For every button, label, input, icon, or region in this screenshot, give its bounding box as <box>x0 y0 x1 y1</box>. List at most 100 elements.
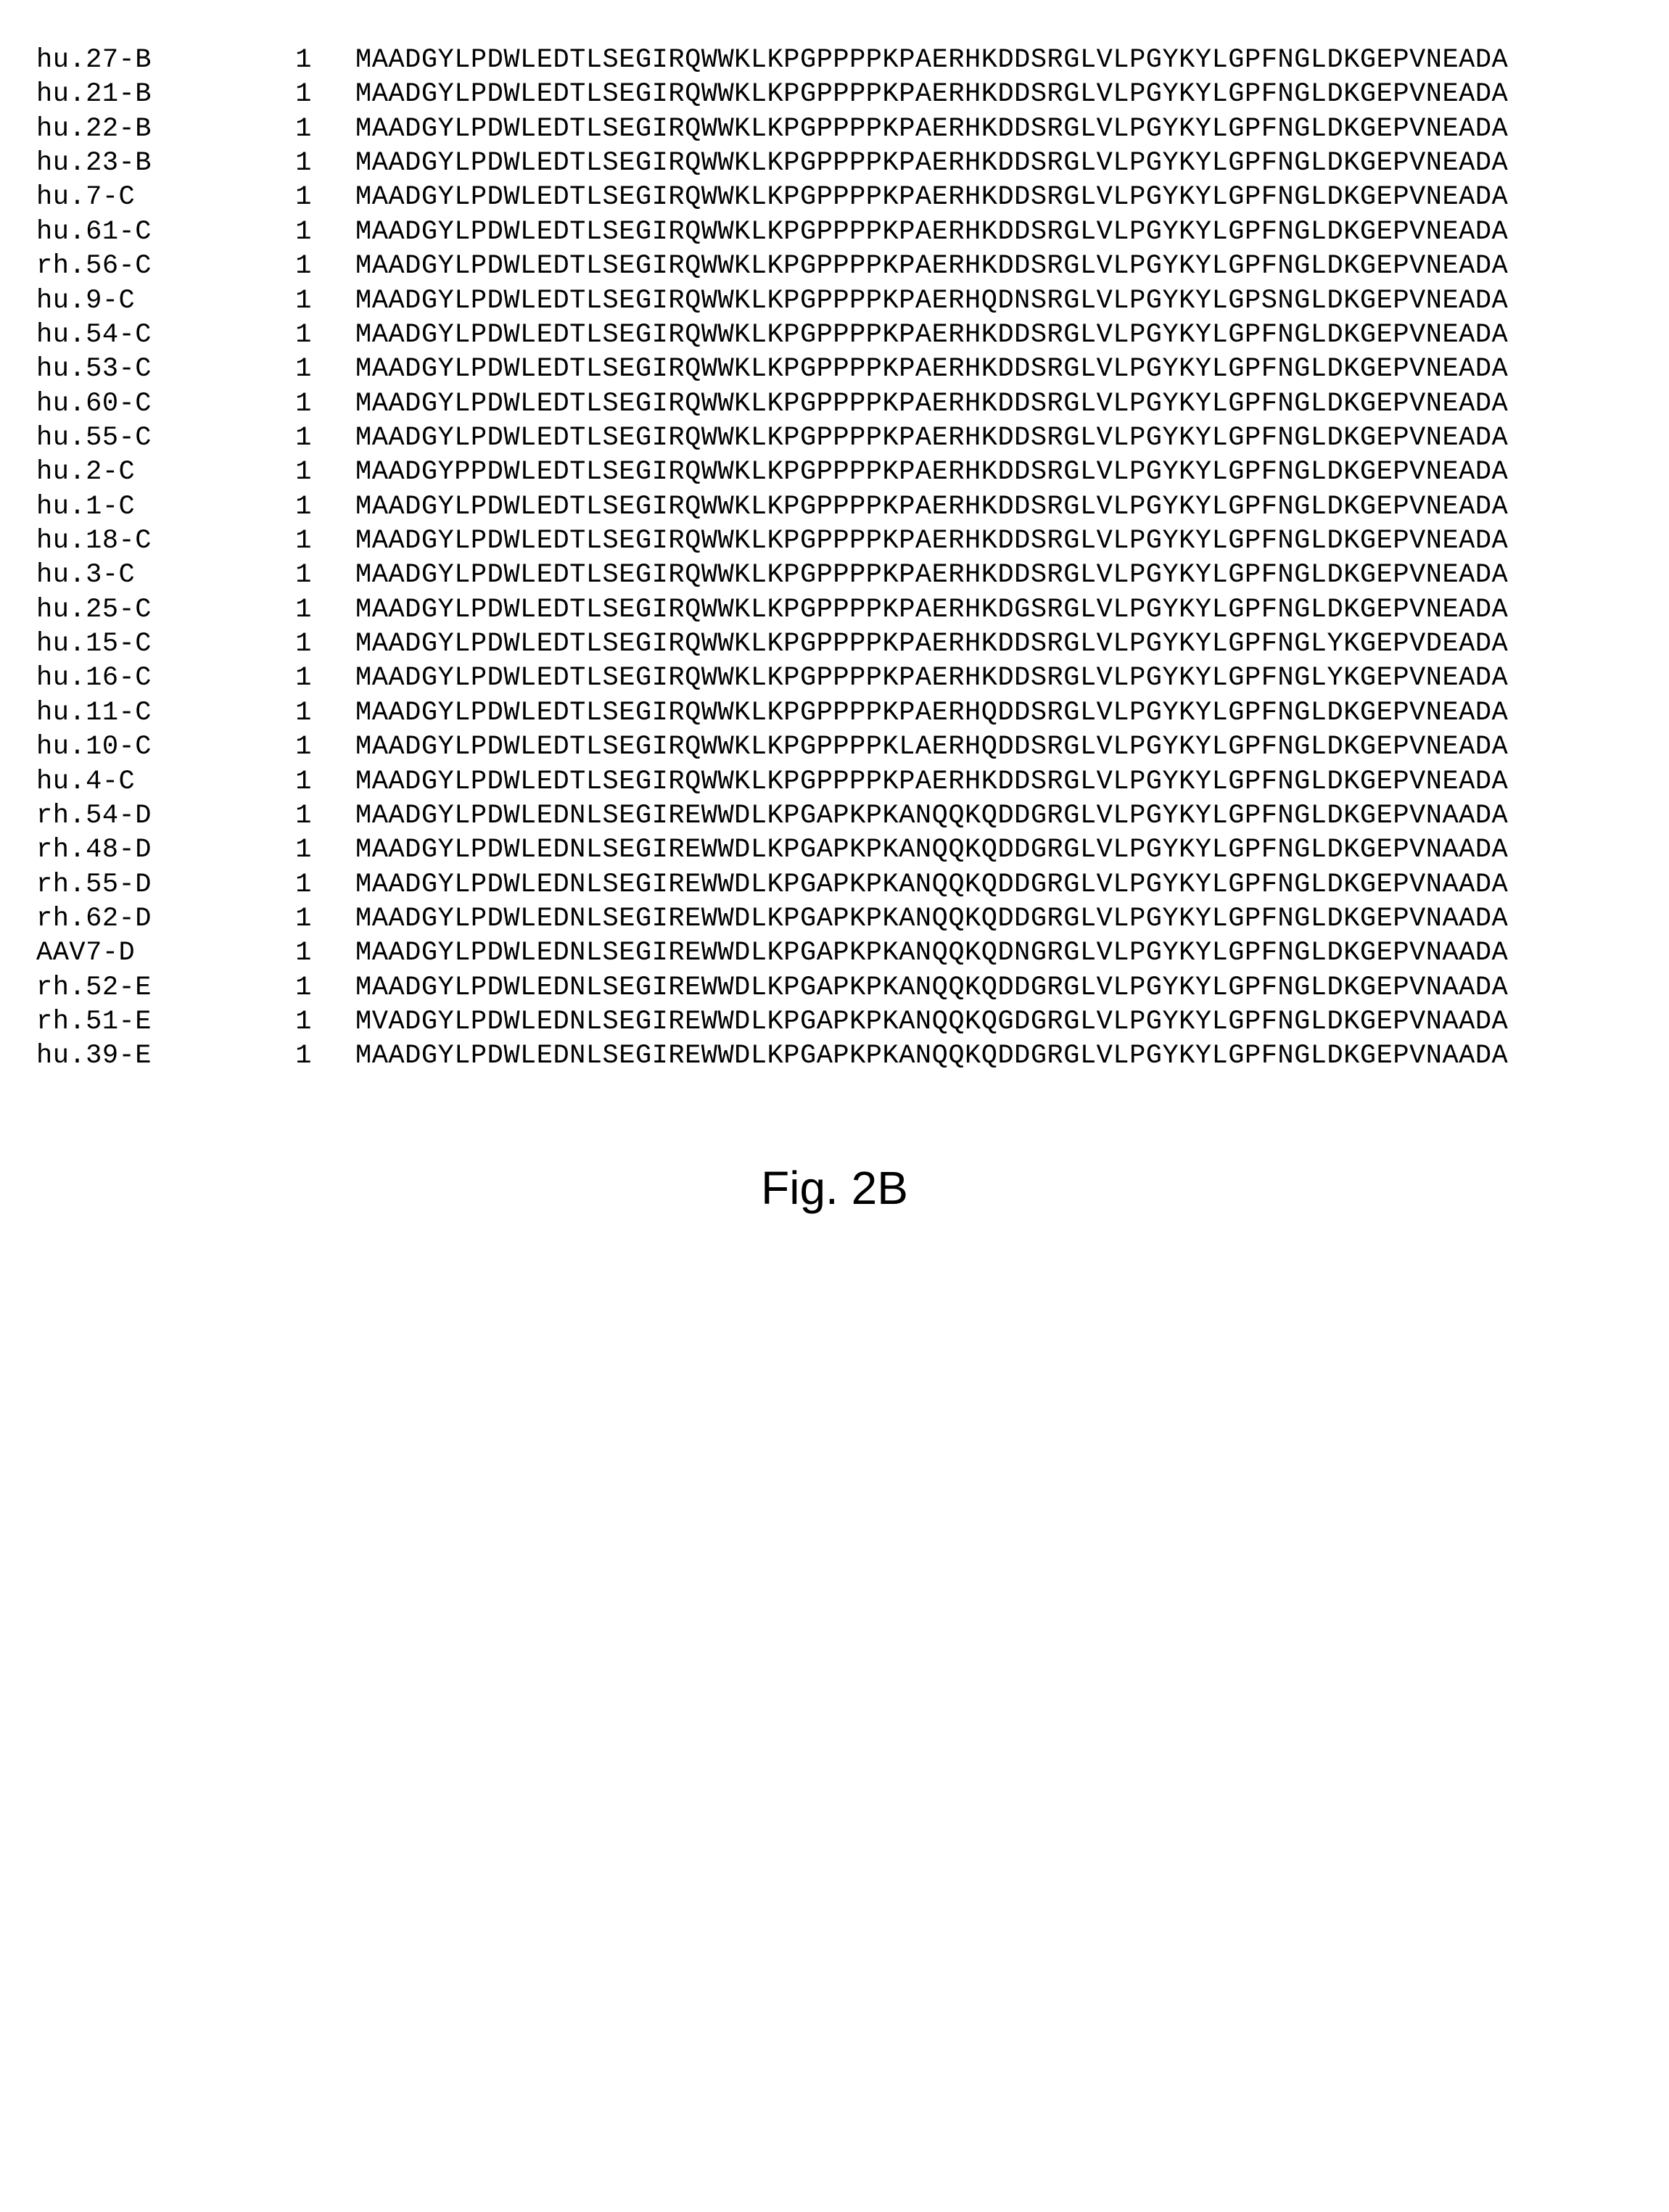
alignment-row: hu.16-C1MAADGYLPDWLEDTLSEGIRQWWKLKPGPPPP… <box>36 661 1633 696</box>
alignment-row: hu.25-C1MAADGYLPDWLEDTLSEGIRQWWKLKPGPPPP… <box>36 593 1633 627</box>
alignment-row: hu.10-C1MAADGYLPDWLEDTLSEGIRQWWKLKPGPPPP… <box>36 730 1633 764</box>
sequence-residues: MAADGYLPDWLEDTLSEGIRQWWKLKPGPPPPKPAERHKD… <box>355 146 1508 181</box>
sequence-residues: MAADGYLPDWLEDTLSEGIRQWWKLKPGPPPPKPAERHKD… <box>355 78 1508 112</box>
sequence-label: hu.21-B <box>36 78 254 112</box>
sequence-residues: MAADGYLPDWLEDNLSEGIREWWDLKPGAPKPKANQQKQD… <box>355 833 1508 867</box>
alignment-row: hu.11-C1MAADGYLPDWLEDTLSEGIRQWWKLKPGPPPP… <box>36 696 1633 730</box>
alignment-row: hu.60-C1MAADGYLPDWLEDTLSEGIRQWWKLKPGPPPP… <box>36 387 1633 421</box>
alignment-row: hu.27-B1MAADGYLPDWLEDTLSEGIRQWWKLKPGPPPP… <box>36 44 1633 78</box>
sequence-label: hu.15-C <box>36 627 254 661</box>
sequence-label: hu.54-C <box>36 318 254 352</box>
sequence-start-number: 1 <box>254 146 355 181</box>
sequence-label: hu.53-C <box>36 352 254 387</box>
alignment-table: hu.27-B1MAADGYLPDWLEDTLSEGIRQWWKLKPGPPPP… <box>36 44 1633 1074</box>
sequence-label: hu.39-E <box>36 1039 254 1073</box>
sequence-label: hu.3-C <box>36 558 254 593</box>
sequence-label: hu.9-C <box>36 284 254 318</box>
sequence-label: hu.25-C <box>36 593 254 627</box>
alignment-row: rh.55-D1MAADGYLPDWLEDNLSEGIREWWDLKPGAPKP… <box>36 868 1633 902</box>
sequence-start-number: 1 <box>254 421 355 455</box>
alignment-row: hu.3-C1MAADGYLPDWLEDTLSEGIRQWWKLKPGPPPPK… <box>36 558 1633 593</box>
sequence-residues: MAADGYLPDWLEDNLSEGIREWWDLKPGAPKPKANQQKQD… <box>355 936 1508 970</box>
sequence-start-number: 1 <box>254 387 355 421</box>
sequence-label: rh.48-D <box>36 833 254 867</box>
alignment-row: hu.53-C1MAADGYLPDWLEDTLSEGIRQWWKLKPGPPPP… <box>36 352 1633 387</box>
sequence-start-number: 1 <box>254 284 355 318</box>
sequence-residues: MAADGYLPDWLEDTLSEGIRQWWKLKPGPPPPKPAERHKD… <box>355 181 1508 215</box>
sequence-start-number: 1 <box>254 112 355 146</box>
sequence-label: rh.62-D <box>36 902 254 936</box>
sequence-residues: MAADGYPPDWLEDTLSEGIRQWWKLKPGPPPPKPAERHKD… <box>355 455 1508 490</box>
sequence-start-number: 1 <box>254 696 355 730</box>
sequence-start-number: 1 <box>254 971 355 1005</box>
alignment-row: hu.18-C1MAADGYLPDWLEDTLSEGIRQWWKLKPGPPPP… <box>36 524 1633 558</box>
sequence-label: hu.55-C <box>36 421 254 455</box>
sequence-label: hu.27-B <box>36 44 254 78</box>
sequence-label: hu.22-B <box>36 112 254 146</box>
sequence-residues: MAADGYLPDWLEDTLSEGIRQWWKLKPGPPPPKPAERHKD… <box>355 249 1508 284</box>
alignment-row: hu.61-C1MAADGYLPDWLEDTLSEGIRQWWKLKPGPPPP… <box>36 215 1633 249</box>
sequence-start-number: 1 <box>254 661 355 696</box>
sequence-label: rh.52-E <box>36 971 254 1005</box>
sequence-label: hu.60-C <box>36 387 254 421</box>
sequence-start-number: 1 <box>254 936 355 970</box>
sequence-label: hu.11-C <box>36 696 254 730</box>
sequence-start-number: 1 <box>254 593 355 627</box>
sequence-residues: MAADGYLPDWLEDTLSEGIRQWWKLKPGPPPPKPAERHKD… <box>355 490 1508 524</box>
sequence-label: hu.61-C <box>36 215 254 249</box>
figure-caption: Fig. 2B <box>36 1161 1633 1215</box>
sequence-residues: MAADGYLPDWLEDTLSEGIRQWWKLKPGPPPPKPAERHQD… <box>355 284 1508 318</box>
sequence-residues: MAADGYLPDWLEDTLSEGIRQWWKLKPGPPPPKPAERHQD… <box>355 696 1508 730</box>
sequence-label: hu.18-C <box>36 524 254 558</box>
sequence-residues: MAADGYLPDWLEDTLSEGIRQWWKLKPGPPPPKLAERHQD… <box>355 730 1508 764</box>
sequence-start-number: 1 <box>254 765 355 799</box>
alignment-row: rh.52-E1MAADGYLPDWLEDNLSEGIREWWDLKPGAPKP… <box>36 971 1633 1005</box>
sequence-start-number: 1 <box>254 318 355 352</box>
sequence-start-number: 1 <box>254 868 355 902</box>
sequence-start-number: 1 <box>254 215 355 249</box>
sequence-residues: MAADGYLPDWLEDTLSEGIRQWWKLKPGPPPPKPAERHKD… <box>355 112 1508 146</box>
alignment-row: hu.39-E1MAADGYLPDWLEDNLSEGIREWWDLKPGAPKP… <box>36 1039 1633 1073</box>
sequence-residues: MAADGYLPDWLEDTLSEGIRQWWKLKPGPPPPKPAERHKD… <box>355 524 1508 558</box>
sequence-residues: MAADGYLPDWLEDNLSEGIREWWDLKPGAPKPKANQQKQD… <box>355 1039 1508 1073</box>
sequence-label: rh.51-E <box>36 1005 254 1039</box>
sequence-start-number: 1 <box>254 558 355 593</box>
sequence-residues: MAADGYLPDWLEDTLSEGIRQWWKLKPGPPPPKPAERHKD… <box>355 44 1508 78</box>
sequence-residues: MAADGYLPDWLEDTLSEGIRQWWKLKPGPPPPKPAERHKD… <box>355 421 1508 455</box>
sequence-residues: MAADGYLPDWLEDNLSEGIREWWDLKPGAPKPKANQQKQD… <box>355 868 1508 902</box>
sequence-start-number: 1 <box>254 352 355 387</box>
sequence-start-number: 1 <box>254 799 355 833</box>
sequence-residues: MAADGYLPDWLEDNLSEGIREWWDLKPGAPKPKANQQKQD… <box>355 902 1508 936</box>
sequence-label: hu.23-B <box>36 146 254 181</box>
sequence-start-number: 1 <box>254 181 355 215</box>
sequence-start-number: 1 <box>254 44 355 78</box>
alignment-row: hu.4-C1MAADGYLPDWLEDTLSEGIRQWWKLKPGPPPPK… <box>36 765 1633 799</box>
sequence-start-number: 1 <box>254 249 355 284</box>
alignment-page: hu.27-B1MAADGYLPDWLEDTLSEGIRQWWKLKPGPPPP… <box>0 0 1669 2212</box>
alignment-row: hu.22-B1MAADGYLPDWLEDTLSEGIRQWWKLKPGPPPP… <box>36 112 1633 146</box>
sequence-label: rh.54-D <box>36 799 254 833</box>
alignment-row: hu.23-B1MAADGYLPDWLEDTLSEGIRQWWKLKPGPPPP… <box>36 146 1633 181</box>
alignment-row: hu.55-C1MAADGYLPDWLEDTLSEGIRQWWKLKPGPPPP… <box>36 421 1633 455</box>
sequence-residues: MVADGYLPDWLEDNLSEGIREWWDLKPGAPKPKANQQKQG… <box>355 1005 1508 1039</box>
sequence-start-number: 1 <box>254 627 355 661</box>
alignment-row: rh.51-E1MVADGYLPDWLEDNLSEGIREWWDLKPGAPKP… <box>36 1005 1633 1039</box>
sequence-start-number: 1 <box>254 524 355 558</box>
sequence-start-number: 1 <box>254 490 355 524</box>
sequence-label: hu.10-C <box>36 730 254 764</box>
alignment-row: rh.48-D1MAADGYLPDWLEDNLSEGIREWWDLKPGAPKP… <box>36 833 1633 867</box>
sequence-residues: MAADGYLPDWLEDTLSEGIRQWWKLKPGPPPPKPAERHKD… <box>355 558 1508 593</box>
sequence-label: rh.55-D <box>36 868 254 902</box>
alignment-row: rh.56-C1MAADGYLPDWLEDTLSEGIRQWWKLKPGPPPP… <box>36 249 1633 284</box>
alignment-row: hu.7-C1MAADGYLPDWLEDTLSEGIRQWWKLKPGPPPPK… <box>36 181 1633 215</box>
sequence-label: rh.56-C <box>36 249 254 284</box>
alignment-row: rh.54-D1MAADGYLPDWLEDNLSEGIREWWDLKPGAPKP… <box>36 799 1633 833</box>
sequence-start-number: 1 <box>254 730 355 764</box>
sequence-start-number: 1 <box>254 833 355 867</box>
sequence-start-number: 1 <box>254 902 355 936</box>
sequence-label: AAV7-D <box>36 936 254 970</box>
sequence-residues: MAADGYLPDWLEDTLSEGIRQWWKLKPGPPPPKPAERHKD… <box>355 765 1508 799</box>
sequence-start-number: 1 <box>254 1039 355 1073</box>
sequence-residues: MAADGYLPDWLEDTLSEGIRQWWKLKPGPPPPKPAERHKD… <box>355 661 1508 696</box>
sequence-residues: MAADGYLPDWLEDTLSEGIRQWWKLKPGPPPPKPAERHKD… <box>355 352 1508 387</box>
